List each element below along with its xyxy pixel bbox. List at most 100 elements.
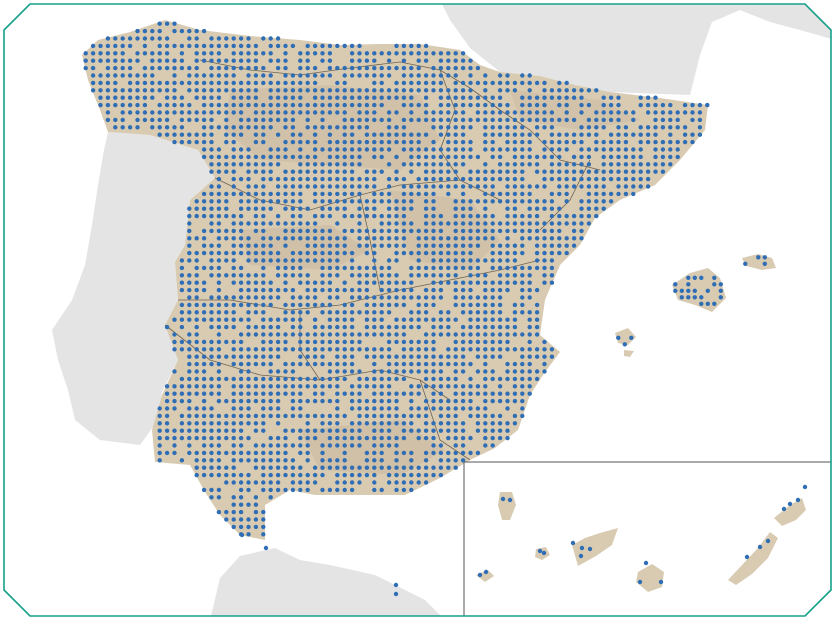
occurrence-dot [327, 110, 333, 115]
occurrence-dot [658, 579, 664, 585]
occurrence-dot [275, 295, 281, 300]
occurrence-dot [438, 273, 444, 278]
occurrence-dot [349, 295, 355, 300]
occurrence-dot [201, 250, 207, 256]
occurrence-dot [290, 213, 296, 219]
occurrence-dot [446, 398, 451, 404]
occurrence-dot [83, 65, 88, 71]
occurrence-dot [327, 465, 333, 470]
canary-islands-inset [463, 461, 831, 616]
occurrence-dot [327, 458, 333, 463]
occurrence-dot [268, 110, 273, 115]
occurrence-dot [327, 132, 333, 137]
occurrence-dot [275, 384, 281, 389]
occurrence-dot [238, 376, 244, 382]
occurrence-dot [261, 458, 266, 463]
occurrence-dot [401, 487, 407, 493]
occurrence-dot [335, 465, 340, 470]
occurrence-dot [231, 243, 236, 248]
occurrence-dot [209, 317, 214, 322]
occurrence-dot [460, 139, 466, 145]
occurrence-dot [608, 102, 614, 108]
occurrence-dot [253, 88, 259, 93]
occurrence-dot [305, 361, 310, 367]
occurrence-dot [157, 443, 162, 448]
occurrence-dot [275, 43, 281, 49]
occurrence-dot [527, 369, 532, 374]
occurrence-dot [261, 472, 266, 478]
occurrence-dot [238, 221, 244, 226]
occurrence-dot [209, 191, 214, 197]
occurrence-dot [349, 273, 355, 278]
occurrence-dot [520, 354, 525, 359]
occurrence-dot [127, 65, 133, 71]
occurrence-dot [468, 154, 473, 160]
occurrence-dot [409, 65, 414, 71]
occurrence-dot [201, 465, 207, 470]
occurrence-dot [335, 95, 340, 100]
occurrence-dot [372, 65, 377, 71]
occurrence-dot [216, 199, 222, 204]
occurrence-dot [312, 287, 318, 293]
occurrence-dot [527, 317, 532, 322]
occurrence-dot [290, 317, 296, 322]
occurrence-dot [616, 95, 621, 100]
occurrence-dot [98, 95, 103, 100]
occurrence-dot [364, 317, 370, 322]
occurrence-dot [261, 169, 266, 174]
occurrence-dot [357, 428, 362, 433]
occurrence-dot [268, 154, 273, 160]
occurrence-dot [475, 176, 481, 182]
occurrence-dot [246, 287, 251, 293]
occurrence-dot [468, 324, 473, 330]
occurrence-dot [312, 376, 318, 382]
occurrence-dot [564, 80, 569, 86]
occurrence-dot [342, 413, 347, 419]
occurrence-dot [312, 480, 318, 485]
occurrence-dot [179, 347, 185, 352]
occurrence-dot [127, 73, 133, 78]
occurrence-dot [231, 398, 236, 404]
occurrence-dot [386, 117, 392, 123]
occurrence-dot [290, 110, 296, 115]
occurrence-dot [520, 287, 525, 293]
occurrence-dot [209, 339, 214, 345]
occurrence-dot [150, 28, 155, 34]
occurrence-dot [283, 384, 288, 389]
occurrence-dot [224, 509, 229, 515]
occurrence-dot [216, 324, 222, 330]
occurrence-dot [150, 125, 155, 130]
occurrence-dot [505, 369, 510, 374]
occurrence-dot [505, 428, 510, 433]
occurrence-dot [534, 184, 540, 189]
occurrence-dot [261, 73, 266, 78]
occurrence-dot [490, 199, 495, 204]
occurrence-dot [83, 51, 88, 56]
occurrence-dot [201, 391, 207, 396]
occurrence-dot [275, 458, 281, 463]
occurrence-dot [320, 458, 325, 463]
occurrence-dot [490, 228, 495, 234]
occurrence-dot [401, 80, 407, 86]
occurrence-dot [335, 154, 340, 160]
occurrence-dot [505, 435, 510, 441]
occurrence-dot [327, 384, 333, 389]
occurrence-dot [179, 384, 185, 389]
occurrence-dot [527, 102, 532, 108]
occurrence-dot [335, 443, 340, 448]
occurrence-dot [216, 487, 222, 493]
occurrence-dot [172, 21, 177, 26]
occurrence-dot [172, 88, 177, 93]
occurrence-dot [527, 147, 532, 152]
occurrence-dot [298, 354, 303, 359]
occurrence-dot [364, 265, 370, 271]
occurrence-dot [512, 317, 518, 322]
occurrence-dot [342, 236, 347, 241]
occurrence-dot [542, 147, 547, 152]
occurrence-dot [201, 43, 207, 49]
occurrence-dot [379, 213, 384, 219]
occurrence-dot [579, 176, 584, 182]
occurrence-dot [497, 199, 503, 204]
occurrence-dot [290, 428, 296, 433]
occurrence-dot [298, 265, 303, 271]
